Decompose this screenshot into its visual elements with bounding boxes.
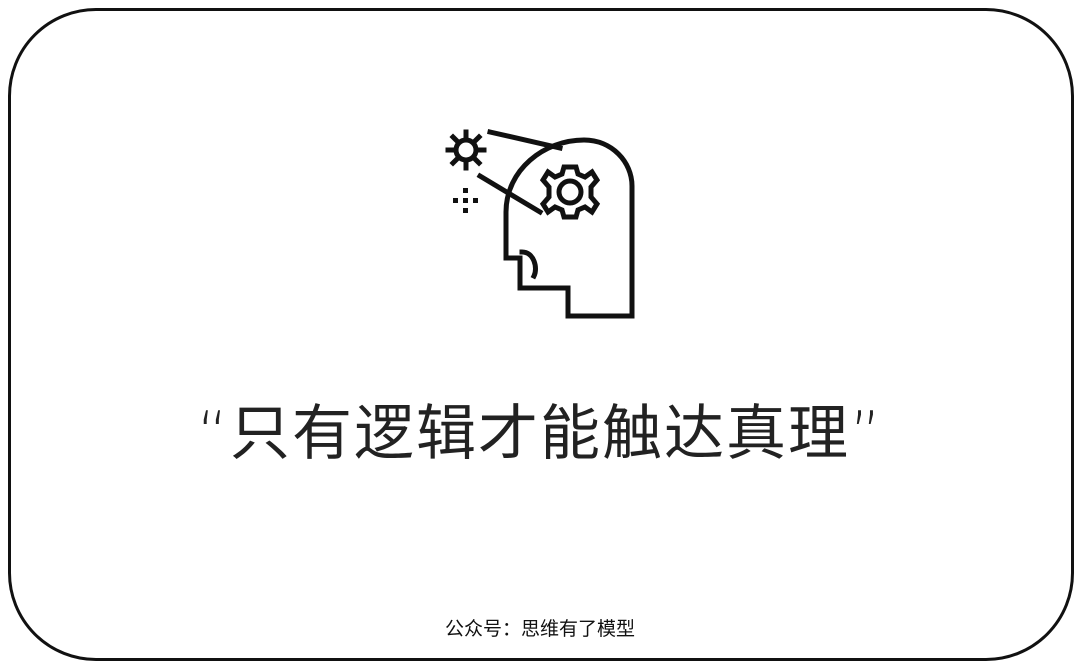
beam-line-bottom-icon — [476, 172, 544, 216]
quote-card — [8, 8, 1074, 661]
gear-icon — [539, 164, 601, 220]
quote-text: “只有逻辑才能触达真理” — [196, 399, 884, 469]
head-with-gear-icon — [436, 120, 646, 326]
sun-icon — [445, 129, 487, 171]
footer-attribution: 公众号：思维有了模型 — [444, 618, 635, 640]
mouth-mark-icon — [519, 249, 538, 280]
head-outline-icon — [503, 137, 635, 319]
dots-icon — [453, 188, 478, 213]
beam-line-top-icon — [487, 129, 563, 151]
